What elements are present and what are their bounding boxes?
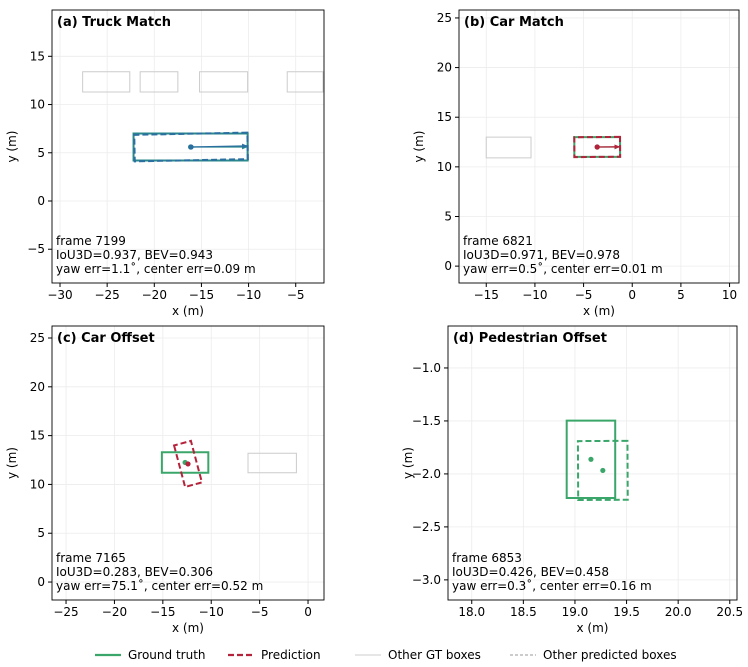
subplot-title: (b) Car Match (464, 15, 564, 30)
y-tick-label: 10 (30, 98, 45, 112)
figure: −30 −25 −20 −15 −10 −5 −5 0 5 10 15 (a) Truck Match… (0, 0, 748, 663)
x-tick-label: −25 (94, 288, 119, 302)
x-axis-label: x (m) (172, 304, 204, 318)
y-axis-label: y (m) (401, 447, 415, 479)
other-gt-box (486, 137, 531, 158)
gt-box-center (588, 457, 593, 462)
x-tick-label: −15 (189, 288, 214, 302)
x-tick-label: −15 (474, 288, 499, 302)
x-tick-label: 20.5 (716, 605, 743, 619)
pred-box-center (185, 461, 190, 466)
y-tick-label: 0 (444, 259, 452, 273)
x-tick-label: 0 (304, 605, 312, 619)
other-gt-box (83, 72, 130, 92)
other-gt-box (287, 72, 323, 92)
annotation: yaw err=1.1˚, center err=0.09 m (56, 261, 256, 276)
x-tick-label: −5 (287, 288, 305, 302)
subplot-title: (a) Truck Match (57, 15, 171, 30)
y-tick-label: 0 (37, 194, 45, 208)
x-tick-label: −5 (575, 288, 593, 302)
y-tick-label: 25 (30, 331, 45, 345)
subplot-title: (d) Pedestrian Offset (453, 331, 607, 346)
x-tick-label: −20 (142, 288, 167, 302)
x-tick-label: 19.5 (613, 605, 640, 619)
y-tick-label: 15 (30, 429, 45, 443)
y-tick-label: 25 (437, 11, 452, 25)
annotation: IoU3D=0.971, BEV=0.978 (463, 248, 620, 262)
x-tick-label: −15 (150, 605, 175, 619)
x-tick-label: 10 (722, 288, 737, 302)
y-tick-label: 0 (37, 575, 45, 589)
x-tick-label: −10 (199, 605, 224, 619)
y-tick-label: −2.5 (412, 520, 441, 534)
y-tick-label: 15 (437, 110, 452, 124)
y-tick-label: 10 (437, 160, 452, 174)
x-tick-label: −10 (236, 288, 261, 302)
legend-label: Other predicted boxes (543, 648, 677, 662)
x-tick-label: −20 (102, 605, 127, 619)
y-axis-label: y (m) (412, 131, 426, 163)
legend-label: Other GT boxes (388, 648, 481, 662)
pred-box-center (600, 468, 605, 473)
x-tick-label: 18.0 (458, 605, 485, 619)
x-tick-label: 18.5 (510, 605, 537, 619)
annotation: frame 7199 (56, 234, 126, 248)
x-axis-label: x (m) (172, 621, 204, 635)
y-tick-label: 5 (37, 146, 45, 160)
x-axis-label: x (m) (583, 304, 615, 318)
x-tick-label: −30 (47, 288, 72, 302)
annotation: IoU3D=0.283, BEV=0.306 (56, 565, 213, 579)
legend-label: Ground truth (128, 648, 206, 662)
y-tick-label: 5 (37, 526, 45, 540)
annotation: frame 6821 (463, 234, 533, 248)
annotation: yaw err=0.5˚, center err=0.01 m (463, 261, 663, 276)
x-tick-label: 0 (628, 288, 636, 302)
y-tick-label: −1.0 (412, 361, 441, 375)
annotation: yaw err=75.1˚, center err=0.52 m (56, 578, 263, 593)
x-axis-label: x (m) (577, 621, 609, 635)
annotation: frame 7165 (56, 551, 126, 565)
x-tick-label: −5 (251, 605, 269, 619)
other-gt-box (140, 72, 178, 92)
subplot-title: (c) Car Offset (57, 331, 155, 346)
x-tick-label: 19.0 (562, 605, 589, 619)
other-gt-box (248, 453, 296, 473)
y-tick-label: −2.0 (412, 467, 441, 481)
annotation: frame 6853 (452, 551, 522, 565)
other-gt-box (200, 72, 248, 92)
annotation: yaw err=0.3˚, center err=0.16 m (452, 578, 652, 593)
y-tick-label: −3.0 (412, 573, 441, 587)
y-tick-label: 15 (30, 49, 45, 63)
y-axis-label: y (m) (5, 447, 19, 479)
y-tick-label: 10 (30, 477, 45, 491)
y-tick-label: 20 (30, 380, 45, 394)
x-tick-label: −25 (53, 605, 78, 619)
annotation: IoU3D=0.426, BEV=0.458 (452, 565, 609, 579)
annotation: IoU3D=0.937, BEV=0.943 (56, 248, 213, 262)
x-tick-label: −10 (522, 288, 547, 302)
x-tick-label: 20.0 (665, 605, 692, 619)
y-tick-label: 20 (437, 61, 452, 75)
x-tick-label: 5 (677, 288, 685, 302)
y-tick-label: 5 (444, 209, 452, 223)
y-axis-label: y (m) (5, 131, 19, 163)
y-tick-label: −5 (27, 242, 45, 256)
y-tick-label: −1.5 (412, 414, 441, 428)
legend-label: Prediction (261, 648, 321, 662)
